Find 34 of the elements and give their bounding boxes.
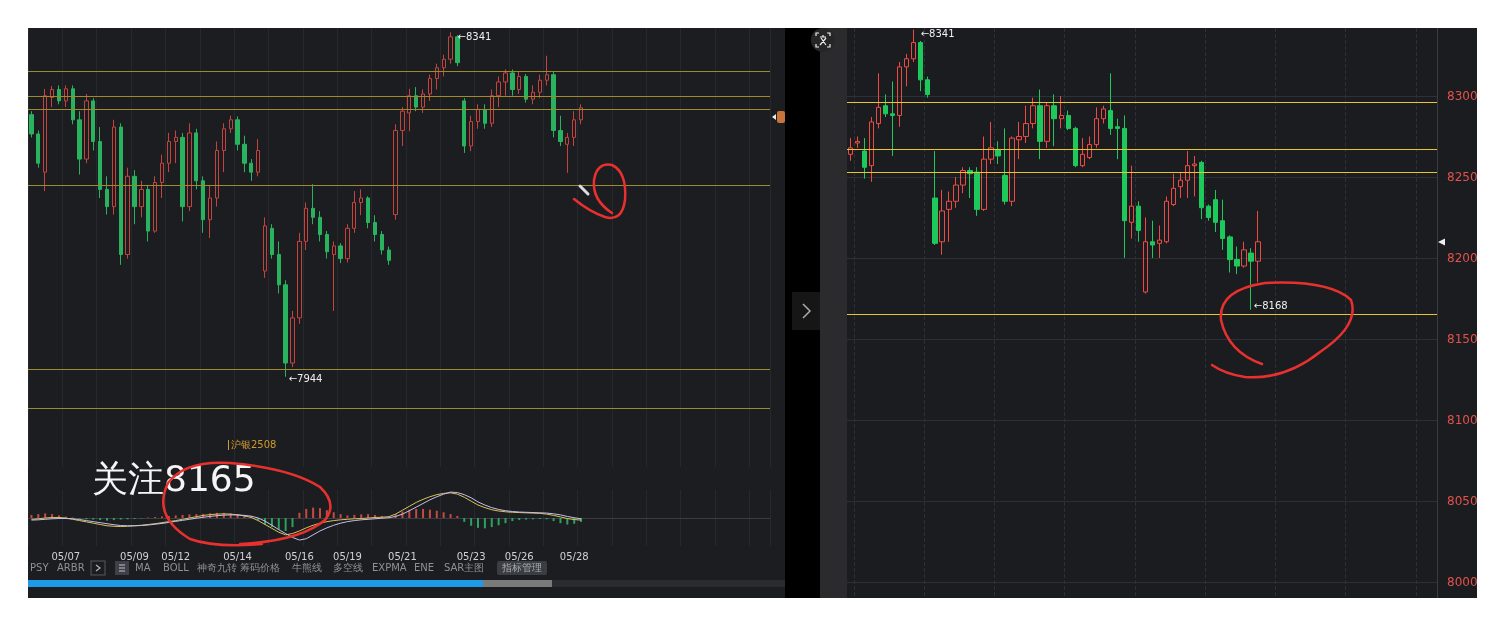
text: EXPMA bbox=[372, 562, 407, 573]
annotation: ←8341 bbox=[457, 30, 492, 42]
x-tick-label: 05/09 bbox=[120, 550, 149, 562]
y-tick-label: 8250 bbox=[1447, 169, 1478, 184]
x-tick-label: 05/19 bbox=[333, 550, 362, 562]
text: PSY bbox=[30, 562, 49, 573]
y-tick-label: 8150 bbox=[1447, 331, 1478, 346]
text: 沪银2508 bbox=[228, 439, 277, 450]
x-tick-label: 05/28 bbox=[559, 550, 589, 562]
text: ENE bbox=[414, 562, 435, 573]
x-tick-label: 05/21 bbox=[388, 550, 417, 562]
text: 牛熊线 bbox=[292, 562, 322, 573]
x-tick-label: 05/12 bbox=[161, 550, 191, 562]
annotation: ←8168 bbox=[1253, 300, 1288, 312]
y-tick-label: 8200 bbox=[1447, 250, 1478, 265]
text: BOLL bbox=[163, 562, 189, 573]
y-tick-label: 8000 bbox=[1447, 574, 1478, 589]
text: 神奇九转 bbox=[197, 562, 237, 573]
x-tick-label: 05/14 bbox=[223, 550, 252, 562]
x-tick-label: 05/26 bbox=[504, 550, 534, 562]
text: ARBR bbox=[57, 562, 85, 573]
x-tick-label: 05/23 bbox=[456, 550, 486, 562]
text: 筹码价格 bbox=[240, 562, 280, 573]
annotation: ←7944 bbox=[288, 373, 323, 385]
y-tick-label: 8050 bbox=[1447, 493, 1478, 508]
y-tick-label: 8300 bbox=[1447, 89, 1478, 104]
text: 指标管理 bbox=[497, 561, 547, 575]
y-tick-label: 8100 bbox=[1447, 412, 1478, 427]
annotation: ←8341 bbox=[920, 28, 955, 40]
x-tick-label: 05/16 bbox=[284, 550, 314, 562]
text: 多空线 bbox=[333, 562, 363, 573]
text: SAR主图 bbox=[444, 562, 485, 573]
x-tick-label: 05/07 bbox=[51, 550, 81, 562]
text: MA bbox=[135, 562, 151, 573]
